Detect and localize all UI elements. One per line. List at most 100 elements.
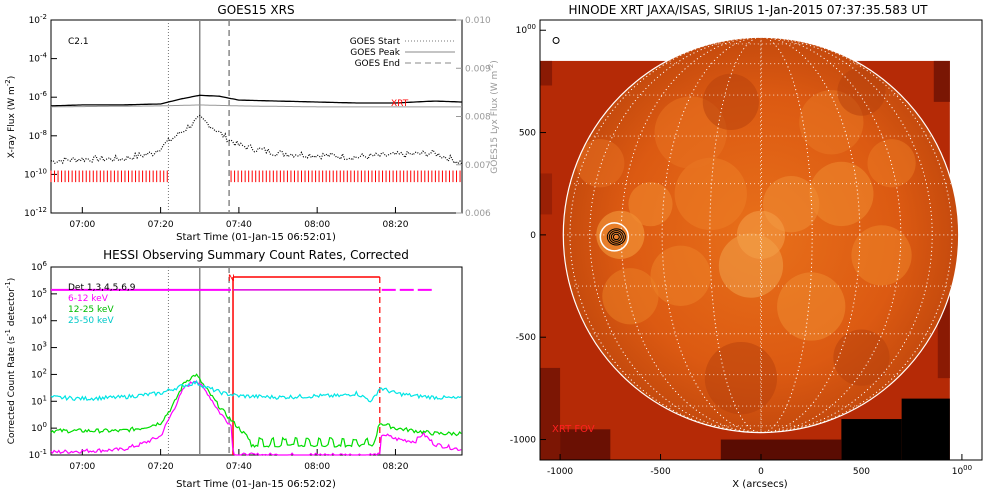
hessi-legend-12-25: 12-25 keV: [68, 305, 114, 315]
xrt-offlimb-patch: [901, 398, 950, 460]
hessi-night-label: N: [228, 274, 235, 284]
hessi-xtick-label: 08:20: [382, 462, 408, 472]
xrt-ytick-label: 500: [519, 129, 536, 139]
xrt-offlimb-patch: [720, 439, 842, 460]
goes-flare-class: C2.1: [68, 37, 89, 47]
xrt-ytick-label: -500: [516, 333, 537, 343]
hessi-legend-6-12: 6-12 keV: [68, 294, 109, 304]
xrt-xtick-label: 1000: [952, 464, 972, 477]
xrt-xtick-label: 500: [853, 467, 870, 477]
xrt-offlimb-patch: [540, 173, 553, 215]
xrt-offlimb-patch: [841, 419, 902, 460]
xrt-bright-region: [867, 139, 916, 188]
hessi-xtick-label: 07:00: [69, 462, 95, 472]
goes-xtick-label: 07:20: [148, 220, 174, 230]
goes-y2tick-label: 0.009: [465, 64, 491, 74]
hessi-xtick-label: 07:40: [226, 462, 252, 472]
hessi-xlabel: Start Time (01-Jan-15 06:52:02): [176, 479, 336, 490]
goes-data-layer: 07:00 07:20 07:40 08:00 08:20 10-2 10-4 10-6 10-…: [24, 13, 491, 230]
xrt-flare-contour: [612, 233, 620, 241]
goes-xtick-label: 08:20: [382, 220, 408, 230]
goes-xtick-label: 07:40: [226, 220, 252, 230]
goes-ylabel: X-ray Flux (W m-2): [4, 76, 17, 158]
xrt-xlabel: X (arcsecs): [732, 479, 788, 490]
xrt-dark-region: [702, 73, 759, 130]
goes-xtick-label: 07:00: [69, 220, 95, 230]
goes-title: GOES15 XRS: [217, 3, 294, 17]
goes-ylabel-right: GOES15 Lyx Flux (W m-2): [487, 60, 500, 174]
xrt-ytick-label: 0: [530, 231, 536, 241]
goes-series-xrs-long: [50, 94, 462, 107]
goes-xlabel: Start Time (01-Jan-15 06:52:01): [176, 232, 336, 243]
goes-series-lyman-alpha: [50, 104, 462, 108]
goes-y2tick-label: 0.007: [465, 161, 491, 171]
goes-ytick-label: 10-4: [29, 52, 48, 65]
hessi-ylabel: Corrected Count Rate (s-1 detector-1): [4, 278, 17, 445]
hessi-legend-25-50: 25-50 keV: [68, 316, 114, 326]
xrt-bright-region: [851, 225, 912, 286]
xrt-solar-limb: [562, 36, 960, 434]
xrt-offlimb-patch: [540, 60, 553, 86]
xrt-panel: HINODE XRT JAXA/ISAS, SIRIUS 1-Jan-2015 …: [510, 3, 983, 490]
goes-legend-peak: GOES Peak: [350, 48, 400, 58]
hessi-title: HESSI Observing Summary Count Rates, Cor…: [103, 248, 409, 262]
xrt-flare-contour: [610, 231, 622, 242]
hessi-ytick-label: 101: [31, 394, 47, 407]
xrt-image-layer: -1000 -500 0 500 1000 1000 500 0 -500 -1000: [510, 23, 972, 477]
hessi-series-6-12-kev: [50, 380, 462, 456]
xrt-plot-frame: [539, 19, 983, 461]
hessi-legend-det: Det 1,3,4,5,6,9: [68, 283, 136, 293]
xrt-flare-contour: [606, 228, 626, 246]
goes-ytick-label: 10-8: [29, 129, 47, 142]
xrt-corner-marker: [552, 36, 560, 44]
hessi-ytick-label: 103: [31, 341, 47, 354]
goes-legend-start: GOES Start: [350, 37, 401, 47]
goes-legend-end: GOES End: [355, 59, 400, 69]
xrt-dark-region: [833, 329, 890, 386]
xrt-dark-region: [837, 67, 886, 116]
hessi-ytick-label: 104: [31, 314, 47, 327]
xrt-flare-contour: [608, 230, 624, 244]
xrt-bright-region: [628, 182, 673, 227]
goes-ytick-label: 10-12: [24, 206, 47, 219]
xrt-longitude-line: [589, 37, 933, 433]
hessi-ytick-label: 105: [31, 287, 47, 300]
hessi-ytick-label: 106: [31, 260, 47, 273]
xrt-dark-region: [704, 341, 778, 415]
xrt-flare-circle: [599, 222, 630, 252]
xrt-bright-region: [809, 161, 874, 227]
xrt-offlimb-patch: [560, 429, 611, 460]
hessi-series-12-25-kev: [50, 373, 462, 448]
goes-y2tick-label: 0.008: [465, 113, 491, 123]
xrt-ytick-label: 1000: [516, 23, 536, 36]
goes-series-xrs-short: [50, 114, 463, 165]
xrt-bright-region: [777, 272, 846, 341]
goes-panel: GOES15 XRS 07:00 07:20 07:40 08:00 08:20 10-2…: [4, 3, 500, 243]
xrt-xtick-label: 0: [758, 467, 764, 477]
goes-ytick-label: 10-6: [29, 90, 48, 103]
xrt-ytick-label: -1000: [510, 436, 536, 446]
goes-plot-frame: [50, 19, 463, 214]
xrt-offlimb-patch: [933, 60, 950, 102]
xrt-bright-region: [602, 268, 659, 325]
goes-ytick-label: 10-2: [29, 13, 47, 26]
xrt-bright-region: [650, 245, 711, 306]
hessi-xtick-label: 07:20: [148, 462, 174, 472]
goes-ytick-label: 10-10: [24, 167, 47, 180]
hessi-plot-frame: [50, 266, 463, 456]
hessi-ytick-label: 102: [31, 367, 47, 380]
hessi-xtick-label: 08:00: [304, 462, 330, 472]
xrt-bright-region: [674, 157, 747, 231]
xrt-bright-region: [736, 210, 786, 259]
xrt-title: HINODE XRT JAXA/ISAS, SIRIUS 1-Jan-2015 …: [569, 3, 929, 17]
hessi-ytick-label: 10-1: [29, 448, 47, 461]
goes-xrt-label: XRT: [391, 99, 409, 109]
xrt-heliographic-grid: [563, 37, 959, 433]
goes-y2tick-label: 0.006: [465, 209, 491, 219]
hessi-ytick-label: 100: [31, 421, 47, 434]
xrt-longitude-line: [569, 37, 953, 433]
hessi-legend: Det 1,3,4,5,6,9 6-12 keV 12-25 keV 25-50…: [68, 283, 136, 326]
xrt-longitude-line: [709, 37, 813, 433]
xrt-offlimb-patch: [540, 367, 561, 460]
